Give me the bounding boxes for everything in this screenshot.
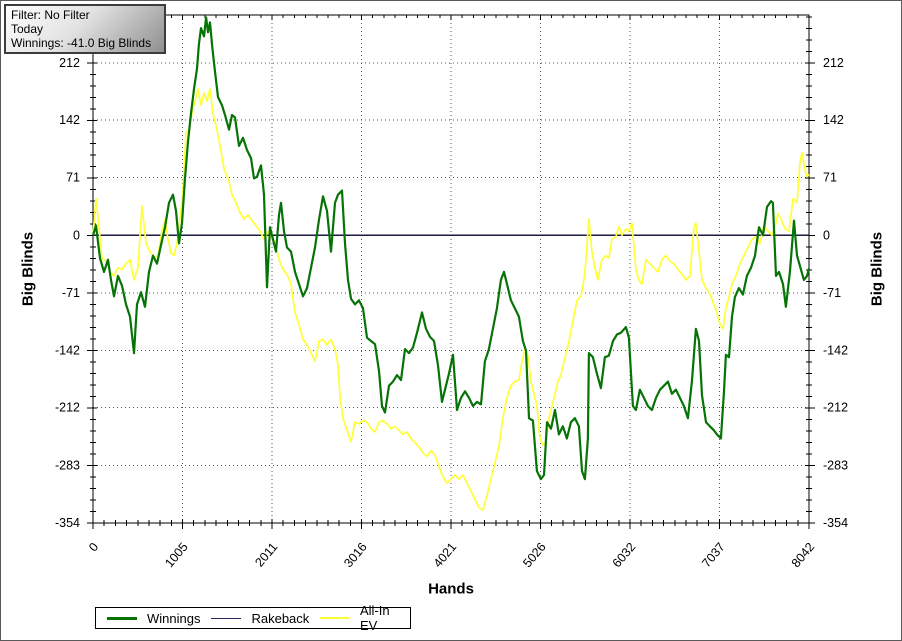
all-in-ev-line (92, 88, 810, 511)
x-tick-label: 5026 (520, 540, 549, 570)
x-tick-label: 3016 (341, 540, 370, 570)
y-tick-label-right: 71 (823, 171, 837, 185)
all-in-ev-line-swatch-icon (320, 617, 350, 619)
tooltip-date-line: Today (11, 22, 44, 36)
legend-label-rakeback: Rakeback (251, 610, 310, 626)
y-tick-label-left: -283 (55, 458, 80, 472)
y-tick-label-left: 71 (66, 171, 80, 185)
tooltip-winnings-line: Winnings: -41.0 Big Blinds (11, 36, 152, 50)
x-tick-label: 4021 (431, 540, 460, 570)
chart-legend: Winnings Rakeback All-In EV (95, 603, 411, 633)
y-tick-label-right: -283 (823, 458, 848, 472)
y-axis-title-right: Big Blinds (868, 231, 886, 307)
winnings-line (91, 16, 811, 481)
x-tick-label: 7037 (699, 540, 728, 570)
y-tick-label-left: -354 (55, 516, 80, 530)
chart-tooltip: Filter: No Filter Today Winnings: -41.0 … (4, 4, 166, 54)
y-tick-label-left: 142 (59, 113, 80, 127)
y-tick-label-right: -212 (823, 401, 848, 415)
rakeback-line-swatch-icon (211, 617, 242, 619)
x-tick-label: 0 (86, 540, 101, 554)
y-tick-label-left: -71 (62, 286, 80, 300)
x-tick-label: 8042 (789, 540, 818, 570)
y-tick-label-right: 0 (823, 228, 830, 242)
x-axis-title: Hands (428, 580, 474, 598)
tooltip-filter-line: Filter: No Filter (11, 8, 90, 22)
y-tick-label-right: -142 (823, 344, 848, 358)
legend-item-all-in-ev: All-In EV (320, 603, 410, 633)
winnings-line-swatch-icon (107, 616, 137, 620)
y-tick-label-left: 0 (73, 228, 80, 242)
legend-item-rakeback: Rakeback (211, 611, 309, 626)
legend-label-winnings: Winnings (147, 610, 201, 626)
y-tick-label-left: 212 (59, 56, 80, 70)
x-tick-label: 6032 (610, 540, 639, 570)
x-tick-label: 1005 (162, 540, 191, 570)
y-tick-label-right: -354 (823, 516, 848, 530)
y-tick-label-right: 142 (823, 113, 844, 127)
legend-label-all-in-ev: All-In EV (359, 603, 390, 633)
x-tick-label: 2011 (252, 540, 280, 570)
y-tick-label-left: -142 (55, 344, 80, 358)
legend-item-winnings: Winnings (107, 611, 200, 626)
y-tick-label-right: -71 (823, 286, 841, 300)
y-axis-title-left: Big Blinds (19, 231, 37, 307)
y-tick-label-right: 212 (823, 56, 844, 70)
y-tick-label-left: -212 (55, 401, 80, 415)
